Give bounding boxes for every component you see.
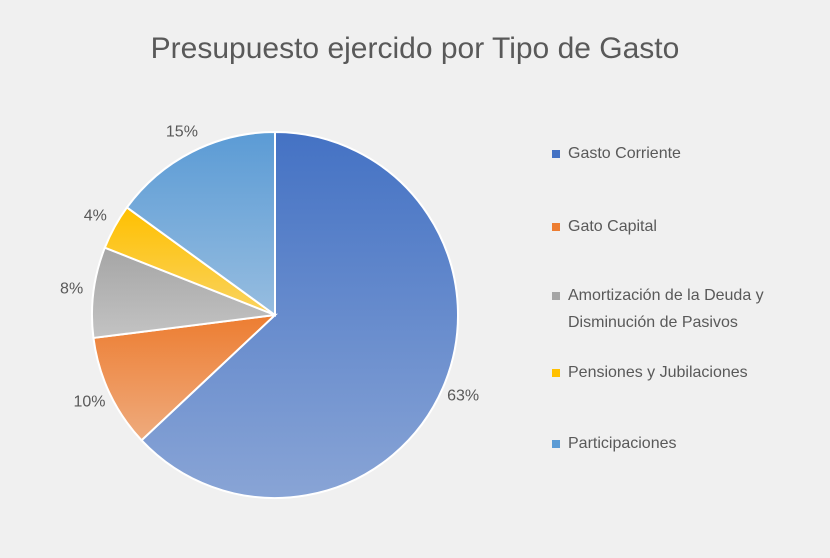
pie-slice — [140, 130, 459, 499]
legend-label: Gato Capital — [568, 218, 657, 235]
legend-swatch — [552, 223, 560, 231]
data-label: 10% — [73, 394, 105, 411]
legend-item: Pensiones y Jubilaciones — [552, 359, 748, 386]
legend-swatch — [552, 292, 560, 300]
legend-swatch — [552, 440, 560, 448]
legend-swatch — [552, 150, 560, 158]
data-label: 63% — [447, 388, 479, 405]
legend-item: Gato Capital — [552, 213, 657, 240]
legend-swatch — [552, 369, 560, 377]
pie-slice — [125, 130, 276, 317]
legend-label: Amortización de la Deuda y Disminución d… — [568, 287, 764, 331]
legend-item: Gasto Corriente — [552, 140, 681, 167]
data-label: 15% — [166, 124, 198, 141]
legend-item: Participaciones — [552, 430, 677, 457]
chart-title: Presupuesto ejercido por Tipo de Gasto — [151, 32, 680, 65]
data-label: 4% — [84, 207, 107, 224]
legend-item: Amortización de la Deuda y Disminución d… — [552, 282, 822, 336]
pie-slice — [91, 246, 276, 340]
pie-slice — [92, 313, 278, 442]
legend-label: Participaciones — [568, 435, 677, 452]
legend-label: Pensiones y Jubilaciones — [568, 364, 748, 381]
legend-label: Gasto Corriente — [568, 145, 681, 162]
data-label: 8% — [60, 281, 83, 298]
